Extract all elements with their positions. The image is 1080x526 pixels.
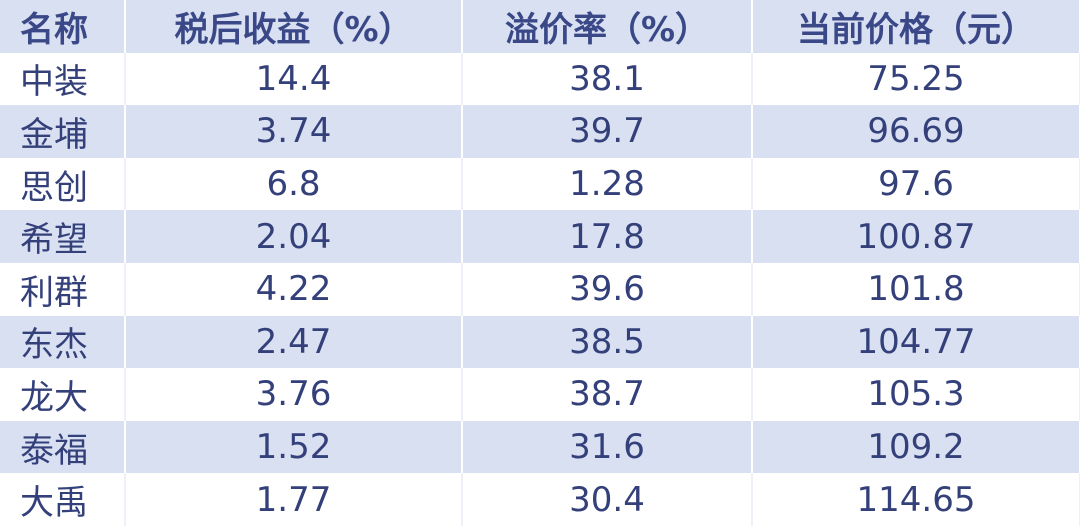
value-cell: 105.3 — [752, 368, 1080, 421]
name-cell: 利群 — [0, 262, 126, 316]
value-cell: 101.8 — [752, 262, 1080, 316]
value-cell: 39.7 — [462, 105, 753, 158]
value-cell: 114.65 — [752, 473, 1080, 526]
table-row: 利群 4.22 39.6 101.8 — [0, 262, 1080, 316]
column-header: 当前价格（元） — [752, 0, 1080, 53]
value-cell: 2.47 — [125, 315, 463, 369]
value-cell: 38.5 — [462, 315, 753, 369]
value-cell: 6.8 — [125, 157, 463, 211]
value-cell: 1.28 — [462, 157, 753, 211]
value-cell: 4.22 — [125, 262, 463, 316]
value-cell: 109.2 — [752, 420, 1080, 474]
value-cell: 104.77 — [752, 315, 1080, 369]
value-cell: 14.4 — [125, 52, 463, 106]
value-cell: 38.7 — [462, 368, 753, 421]
name-cell: 龙大 — [0, 368, 126, 421]
name-cell: 希望 — [0, 210, 126, 263]
name-cell: 泰福 — [0, 420, 126, 474]
value-cell: 2.04 — [125, 210, 463, 263]
header-row: 名称 税后收益（%） 溢价率（%） 当前价格（元） — [0, 0, 1080, 53]
value-cell: 3.74 — [125, 105, 463, 158]
table-row: 希望 2.04 17.8 100.87 — [0, 210, 1080, 263]
name-cell: 东杰 — [0, 315, 126, 369]
column-header: 名称 — [0, 0, 126, 53]
value-cell: 31.6 — [462, 420, 753, 474]
table-row: 泰福 1.52 31.6 109.2 — [0, 420, 1080, 474]
value-cell: 96.69 — [752, 105, 1080, 158]
table-row: 龙大 3.76 38.7 105.3 — [0, 368, 1080, 421]
value-cell: 100.87 — [752, 210, 1080, 263]
table-body: 中装 14.4 38.1 75.25 金埔 3.74 39.7 96.69 思创 6.8 1.28 9… — [0, 52, 1080, 526]
table-row: 金埔 3.74 39.7 96.69 — [0, 105, 1080, 158]
value-cell: 30.4 — [462, 473, 753, 526]
name-cell: 金埔 — [0, 105, 126, 158]
value-cell: 3.76 — [125, 368, 463, 421]
value-cell: 75.25 — [752, 52, 1080, 106]
value-cell: 1.77 — [125, 473, 463, 526]
name-cell: 大禹 — [0, 473, 126, 526]
value-cell: 17.8 — [462, 210, 753, 263]
value-cell: 97.6 — [752, 157, 1080, 211]
table-row: 大禹 1.77 30.4 114.65 — [0, 473, 1080, 526]
value-cell: 1.52 — [125, 420, 463, 474]
value-cell: 38.1 — [462, 52, 753, 106]
table-row: 中装 14.4 38.1 75.25 — [0, 52, 1080, 106]
column-header: 税后收益（%） — [125, 0, 463, 53]
value-cell: 39.6 — [462, 262, 753, 316]
name-cell: 中装 — [0, 52, 126, 106]
table-row: 思创 6.8 1.28 97.6 — [0, 157, 1080, 211]
name-cell: 思创 — [0, 157, 126, 211]
table-row: 东杰 2.47 38.5 104.77 — [0, 315, 1080, 369]
column-header: 溢价率（%） — [462, 0, 753, 53]
